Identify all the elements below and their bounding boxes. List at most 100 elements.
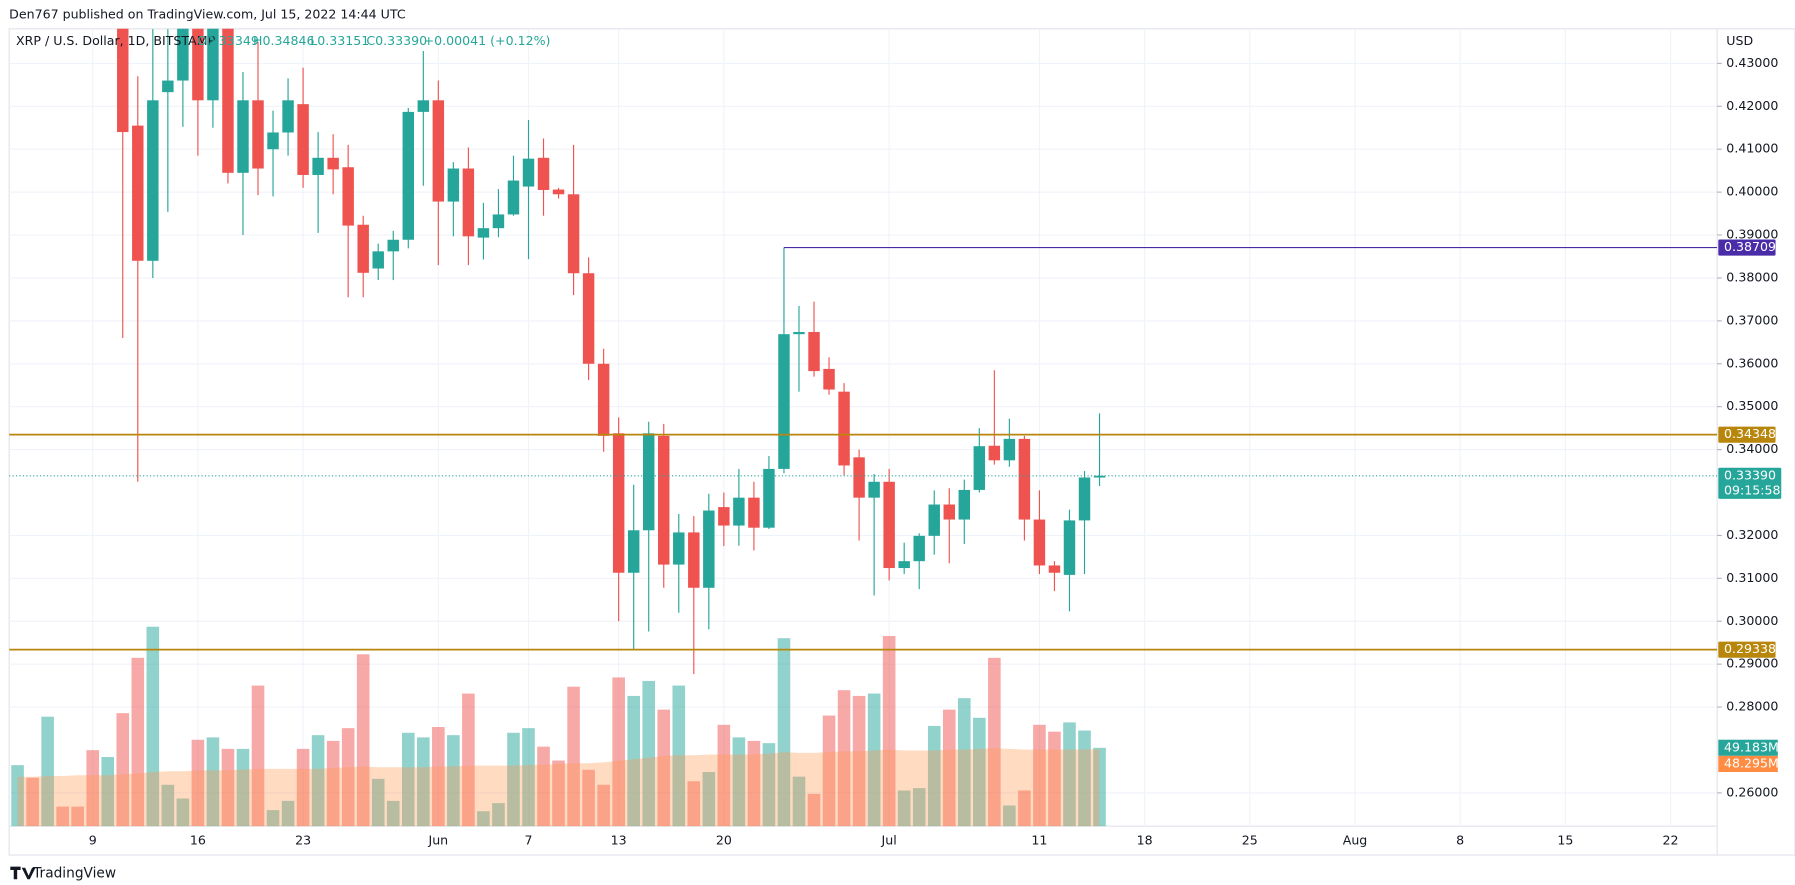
volume-bar: [1078, 730, 1091, 827]
candle-body: [642, 433, 655, 531]
candle-body: [342, 167, 354, 226]
countdown: 09:15:58: [1724, 482, 1781, 497]
volume-bar: [582, 769, 595, 827]
volume-bar: [988, 657, 1001, 827]
volume-bar: [221, 748, 235, 827]
volume-bar: [807, 793, 821, 827]
candle-body: [868, 481, 880, 498]
candle-body: [778, 334, 790, 469]
volume-bar: [537, 746, 550, 827]
candle-body: [582, 273, 595, 364]
candle-body: [898, 561, 910, 569]
x-tick-label: 7: [524, 833, 532, 848]
volume-bar: [477, 811, 490, 827]
volume-bar: [507, 732, 520, 827]
y-tick-label: 0.39000: [1726, 227, 1778, 242]
candle-body: [447, 168, 460, 202]
volume-bar: [371, 778, 385, 827]
candle-body: [688, 532, 700, 588]
volume-bar: [852, 695, 866, 827]
volume-bar: [702, 772, 716, 827]
volume-bar: [131, 657, 145, 827]
candle-body: [703, 510, 715, 588]
volume-bar: [86, 750, 100, 827]
candle-body: [943, 504, 955, 520]
volume-bar: [281, 800, 295, 827]
volume-bar: [401, 732, 415, 827]
y-tick-label: 0.38000: [1726, 269, 1778, 284]
y-tick-label: 0.34000: [1726, 441, 1778, 456]
volume-bar: [311, 735, 325, 827]
volume-bar: [687, 781, 701, 827]
legend-open: O0.33349: [197, 33, 259, 48]
volume-bar: [1033, 724, 1046, 827]
candle-body: [282, 100, 294, 133]
candle-body: [718, 507, 730, 526]
volume-tag: [1718, 739, 1778, 756]
volume-bar: [597, 784, 610, 827]
candle-body: [973, 446, 986, 490]
logo-icon: [10, 866, 36, 880]
volume-bar: [356, 654, 370, 827]
candle-body: [147, 100, 159, 261]
last-price-tag: [1718, 467, 1782, 499]
candle-body: [432, 100, 445, 202]
volume-bar: [792, 776, 806, 827]
volume-bar: [627, 695, 640, 827]
volume-bar: [882, 635, 896, 827]
candle-body: [612, 433, 625, 573]
volume-bar: [41, 716, 54, 827]
y-tick-label: 0.36000: [1726, 355, 1778, 370]
price-tag: [1718, 641, 1776, 658]
x-tick-label: Jul: [881, 833, 897, 848]
x-tick-label: Jun: [428, 833, 449, 848]
candle-body: [237, 100, 249, 173]
publisher: Den767 published on TradingView.com, Jul…: [9, 6, 406, 21]
x-tick-label: 8: [1456, 833, 1464, 848]
y-tick-label: 0.31000: [1726, 570, 1778, 585]
volume-bar: [341, 728, 355, 827]
x-tick-label: 22: [1663, 833, 1679, 848]
volume-bar: [146, 626, 160, 827]
x-tick-label: Aug: [1343, 833, 1368, 848]
volume-bar: [116, 713, 130, 827]
y-tick-label: 0.28000: [1726, 699, 1778, 714]
candle-body: [507, 180, 520, 215]
volume-bar: [1063, 722, 1076, 827]
volume-bar: [1018, 790, 1031, 827]
candle-body: [988, 445, 1001, 461]
x-tick-label: 15: [1557, 833, 1573, 848]
candle-body: [132, 125, 144, 261]
y-tick-label: 0.35000: [1726, 398, 1778, 413]
volume-bar: [912, 788, 926, 827]
candle-body: [673, 532, 685, 565]
x-tick-label: 18: [1137, 833, 1153, 848]
y-tick-label: 0.43000: [1726, 55, 1778, 70]
volume-bar: [717, 724, 731, 827]
volume-ma-area: [17, 748, 1100, 827]
legend-low: L0.33151: [310, 33, 369, 48]
y-tick-label: 0.32000: [1726, 527, 1778, 542]
volume-bar: [672, 685, 686, 827]
candle-body: [748, 497, 760, 528]
currency: USD: [1726, 33, 1753, 48]
candle-body: [808, 332, 820, 372]
x-tick-label: 25: [1242, 833, 1258, 848]
candle-body: [177, 28, 189, 81]
brand: TradingView: [32, 865, 116, 881]
volume-bar: [927, 725, 941, 827]
volume-bar: [762, 743, 776, 827]
volume-bar: [837, 690, 851, 827]
x-tick-label: 11: [1031, 833, 1047, 848]
volume-bar: [447, 735, 460, 827]
candle-body: [958, 489, 971, 520]
volume-bar: [206, 737, 220, 827]
volume-bar: [176, 798, 190, 827]
volume-bar: [567, 686, 580, 827]
y-tick-label: 0.41000: [1726, 141, 1778, 156]
x-tick-label: 13: [611, 833, 627, 848]
candle-body: [1078, 477, 1091, 521]
volume-bar: [822, 715, 836, 827]
volume-bar: [612, 677, 625, 827]
x-tick-label: 16: [190, 833, 206, 848]
